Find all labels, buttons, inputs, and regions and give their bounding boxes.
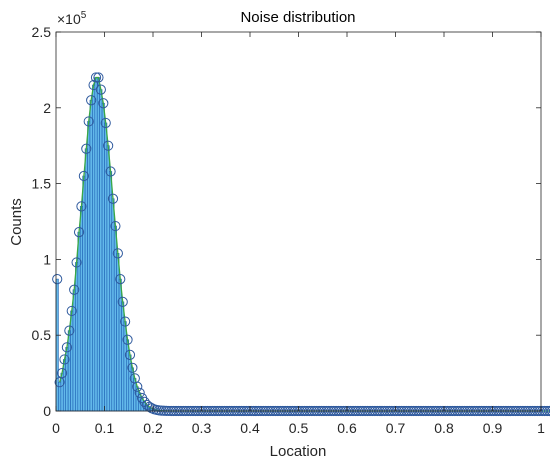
x-axis-ticks: 0 0.1 0.2 0.3 0.4 0.5 0.6 0.7 0.8 0.9 1 [52,32,545,436]
x-tick-label: 0 [52,420,60,436]
data-point-marker [122,334,133,345]
y-tick-label: 1.5 [32,176,52,192]
data-point-marker [132,381,143,392]
histogram-bar [82,175,86,412]
histogram-bar [101,102,105,412]
histogram-bar [75,262,79,412]
y-tick-label: 0.5 [32,327,52,343]
data-point-marker [120,316,131,327]
data-point-marker [66,305,77,317]
histogram-bar [106,145,110,412]
x-tick-label: 0.4 [240,420,260,436]
x-tick-label: 0.6 [337,420,357,436]
x-tick-label: 1 [537,420,545,436]
data-point-marker [112,248,123,259]
data-point-marker [105,166,116,177]
x-axis-label: Location [270,443,327,460]
chart-title: Noise distribution [240,9,355,26]
data-point-marker [124,349,136,361]
data-point-marker [117,296,128,307]
x-tick-label: 0.8 [434,420,454,436]
histogram-bar [87,121,91,412]
histogram-bar [116,253,120,412]
data-point-marker [541,405,550,417]
data-point-marker [544,405,550,417]
y-tick-label: 2 [43,100,51,116]
y-tick-label: 2.5 [32,24,52,40]
y-axis-exponent: ×105 [57,10,87,27]
histogram-bar [84,148,88,412]
histogram-bar [109,171,113,412]
y-tick-label: 1 [43,251,51,267]
x-tick-label: 0.2 [143,420,163,436]
x-tick-label: 0.7 [386,420,406,436]
data-point-marker [59,354,70,365]
y-axis-ticks: 0 0.5 1 1.5 2 2.5 [32,24,541,419]
y-axis-label: Counts [8,198,25,246]
x-tick-label: 0.5 [289,420,309,436]
data-point-marker [64,325,75,336]
data-point-marker [115,274,126,285]
data-point-marker [69,284,80,295]
y-axis-exponent-base: ×10 [57,11,81,27]
histogram-bar [104,122,108,412]
data-point-marker [54,377,65,388]
data-point-marker [52,274,63,285]
data-point-marker [127,362,138,373]
data-point-marker [110,220,121,232]
data-point-marker [81,143,92,154]
data-point-marker [88,79,99,91]
data-point-marker [86,95,97,106]
data-point-marker [103,140,114,151]
histogram-bar [92,84,96,412]
data-point-marker [100,117,111,129]
data-point-marker [98,98,109,109]
data-point-marker [93,72,104,83]
histogram-bar [99,89,103,412]
y-tick-label: 0 [43,403,51,419]
x-tick-label: 0.1 [95,420,115,436]
x-tick-label: 0.3 [192,420,212,436]
data-point-marker [76,201,87,212]
histogram-bar [113,225,117,412]
data-point-marker [90,72,102,83]
data-point-marker [73,227,85,238]
data-point-marker [107,193,119,204]
x-tick-label: 0.9 [483,420,503,436]
data-point-marker [56,368,68,379]
data-point-marker [83,116,94,127]
data-point-marker [71,257,82,268]
data-point-marker [61,342,73,353]
data-point-marker [146,403,157,414]
histogram-bar [79,206,83,412]
data-point-marker [144,401,155,413]
y-axis-exponent-power: 5 [81,10,87,21]
histogram-bar [94,77,98,412]
data-point-marker [95,84,106,95]
data-point-marker [78,170,89,182]
data-point-marker [134,387,145,398]
histogram-bar [96,77,100,412]
data-point-marker [546,406,550,416]
